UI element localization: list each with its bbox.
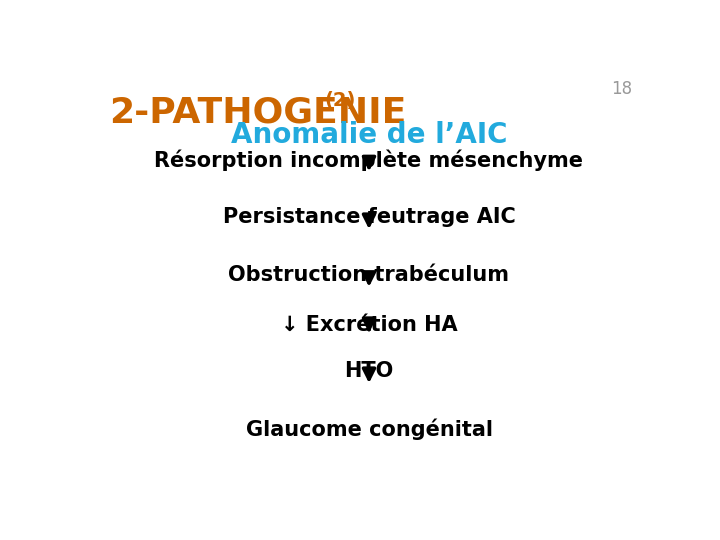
Text: (2): (2): [324, 91, 356, 110]
Text: ↓ Excrétion HA: ↓ Excrétion HA: [281, 315, 457, 335]
Text: Glaucome congénital: Glaucome congénital: [246, 419, 492, 441]
Text: HTO: HTO: [344, 361, 394, 381]
Text: Persistance feutrage AIC: Persistance feutrage AIC: [222, 207, 516, 227]
Text: Résorption incomplète mésenchyme: Résorption incomplète mésenchyme: [155, 150, 583, 171]
Text: Anomalie de l’AIC: Anomalie de l’AIC: [230, 121, 508, 149]
Text: 18: 18: [611, 80, 632, 98]
Text: Obstruction trabéculum: Obstruction trabéculum: [228, 265, 510, 285]
Text: 2-PATHOGENIE: 2-PATHOGENIE: [109, 96, 407, 130]
